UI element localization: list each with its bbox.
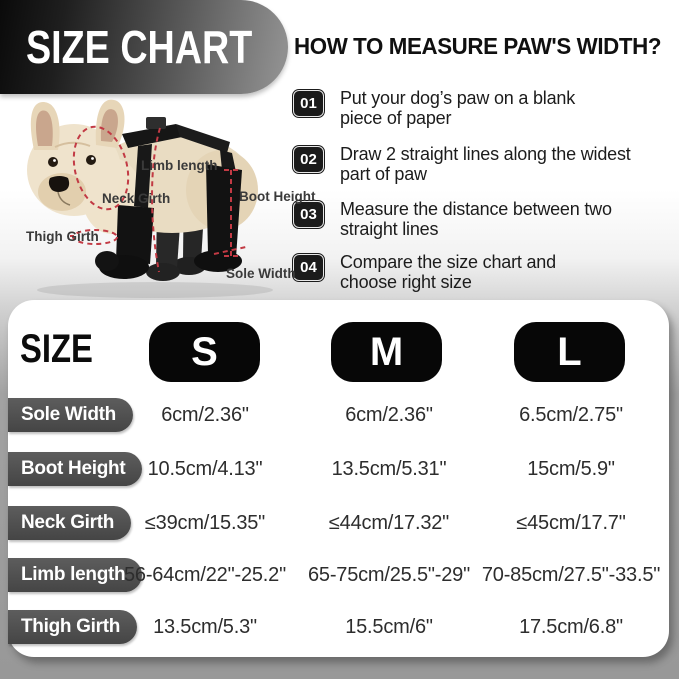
dog-ear-left-inner — [35, 110, 53, 146]
step-line: choose right size — [340, 272, 472, 293]
table-row-boot-height: Boot Height 10.5cm/4.13" 13.5cm/5.31" 15… — [8, 452, 669, 486]
rear-far-boot — [183, 175, 206, 262]
step-line: part of paw — [340, 164, 427, 185]
step-line: straight lines — [340, 219, 439, 240]
cell-value: ≤45cm/17.7" — [516, 512, 626, 534]
size-chart-banner: SIZE CHART — [0, 0, 288, 94]
table-row-limb-length: Limb length 56-64cm/22"-25.2" 65-75cm/25… — [8, 558, 669, 592]
step-number-badge: 04 — [293, 254, 324, 281]
step-text: Measure the distance between two straight… — [340, 199, 612, 239]
label-neck-girth: Neck Girth — [102, 191, 170, 206]
front-far-boot — [156, 208, 181, 268]
cell-value: 65-75cm/25.5"-29" — [307, 564, 470, 586]
label-limb-length: Limb length — [141, 158, 218, 173]
back-strap — [176, 124, 230, 153]
step-text: Draw 2 straight lines along the widest pa… — [340, 144, 631, 184]
front-near-boot — [116, 205, 154, 264]
sole-width-annotation — [213, 246, 247, 255]
cell-value: 70-85cm/27.5"-33.5" — [481, 564, 661, 586]
cell-value: 10.5cm/4.13" — [147, 458, 263, 480]
step-line: Put your dog’s paw on a blank — [340, 88, 576, 108]
step-item-2: 02 Draw 2 straight lines along the wides… — [293, 144, 673, 184]
cell-value: 15cm/5.9" — [527, 458, 615, 480]
label-sole-width: Sole Width — [226, 266, 296, 281]
dog-ear-left — [30, 102, 60, 150]
step-text: Put your dog’s paw on a blank piece of pa… — [340, 88, 575, 128]
eye-glint — [53, 159, 56, 162]
front-far-foot — [146, 263, 180, 281]
cell-value: ≤39cm/15.35" — [144, 512, 266, 534]
row-label-badge: Sole Width — [8, 398, 133, 432]
front-suspender-strap — [134, 144, 152, 208]
dog-haunch — [186, 150, 258, 230]
cell-value: 13.5cm/5.31" — [331, 458, 447, 480]
dog-ear-right-inner — [100, 109, 118, 142]
step-line: Measure the distance between two — [340, 199, 612, 219]
row-label-badge: Limb length — [8, 558, 143, 592]
dog-nose — [48, 176, 70, 192]
cell-value: 15.5cm/6" — [345, 616, 433, 638]
rear-near-boot — [206, 164, 242, 258]
step-line: Draw 2 straight lines along the widest — [340, 144, 631, 164]
brow-wrinkle — [54, 141, 91, 148]
label-thigh-girth: Thigh Girth — [26, 229, 99, 244]
front-near-toe — [95, 251, 119, 271]
size-badge-m: M — [331, 322, 442, 382]
step-item-3: 03 Measure the distance between two strai… — [293, 199, 673, 239]
size-table-card: SIZE S M L Sole Width 6cm/2.36" 6cm/2.36… — [8, 300, 669, 657]
front-near-foot — [99, 255, 149, 279]
table-row-neck-girth: Neck Girth ≤39cm/15.35" ≤44cm/17.32" ≤45… — [8, 506, 669, 540]
step-number-badge: 03 — [293, 201, 324, 228]
dog-head — [27, 124, 121, 216]
rear-suspender-strap — [220, 150, 236, 172]
limb-length-annotation — [151, 127, 161, 273]
size-badge-s: S — [149, 322, 260, 382]
cell-value: 6cm/2.36" — [345, 404, 433, 426]
step-text: Compare the size chart and choose right s… — [340, 252, 556, 292]
dog-eye-left — [48, 157, 58, 167]
row-label-badge: Thigh Girth — [8, 610, 138, 644]
dog-eye-right — [86, 155, 96, 165]
step-line: Compare the size chart and — [340, 252, 556, 272]
step-line: piece of paper — [340, 108, 452, 129]
rear-far-foot — [172, 257, 206, 275]
thigh-girth-annotation — [72, 229, 118, 245]
table-row-thigh-girth: Thigh Girth 13.5cm/5.3" 15.5cm/6" 17.5cm… — [8, 610, 669, 644]
rear-near-foot — [194, 250, 242, 272]
dog-mouth — [57, 191, 71, 206]
cell-value: ≤44cm/17.32" — [328, 512, 450, 534]
step-number-badge: 01 — [293, 90, 324, 117]
dog-measurement-diagram: Limb length Neck Girth Thigh Girth Boot … — [26, 99, 316, 298]
dog-muzzle — [38, 173, 86, 211]
step-item-1: 01 Put your dog’s paw on a blank piece of… — [293, 88, 673, 128]
cell-value: 6.5cm/2.75" — [519, 404, 623, 426]
eye-glint — [91, 157, 94, 160]
row-label-badge: Neck Girth — [8, 506, 132, 540]
table-row-sole-width: Sole Width 6cm/2.36" 6cm/2.36" 6.5cm/2.7… — [8, 398, 669, 432]
dog-ear-right — [95, 99, 125, 148]
cell-value: 6cm/2.36" — [161, 404, 249, 426]
step-item-4: 04 Compare the size chart and choose righ… — [293, 252, 673, 292]
boot-height-ticks — [224, 169, 238, 257]
cell-value: 13.5cm/5.3" — [153, 616, 257, 638]
harness-strap — [122, 124, 182, 148]
cell-value: 17.5cm/6.8" — [519, 616, 623, 638]
ground-shadow — [37, 282, 273, 298]
howto-title: HOW TO MEASURE PAW'S WIDTH? — [294, 33, 662, 59]
neck-girth-annotation — [72, 125, 130, 211]
row-label-badge: Boot Height — [8, 452, 143, 486]
dog-body — [90, 133, 254, 233]
cell-value: 56-64cm/22"-25.2" — [123, 564, 286, 586]
harness-buckle — [146, 117, 166, 129]
size-badge-l: L — [514, 322, 625, 382]
size-chart-title: SIZE CHART — [26, 21, 253, 73]
size-table-corner-label: SIZE — [20, 327, 93, 371]
dog-chest — [82, 158, 142, 234]
step-number-badge: 02 — [293, 146, 324, 173]
